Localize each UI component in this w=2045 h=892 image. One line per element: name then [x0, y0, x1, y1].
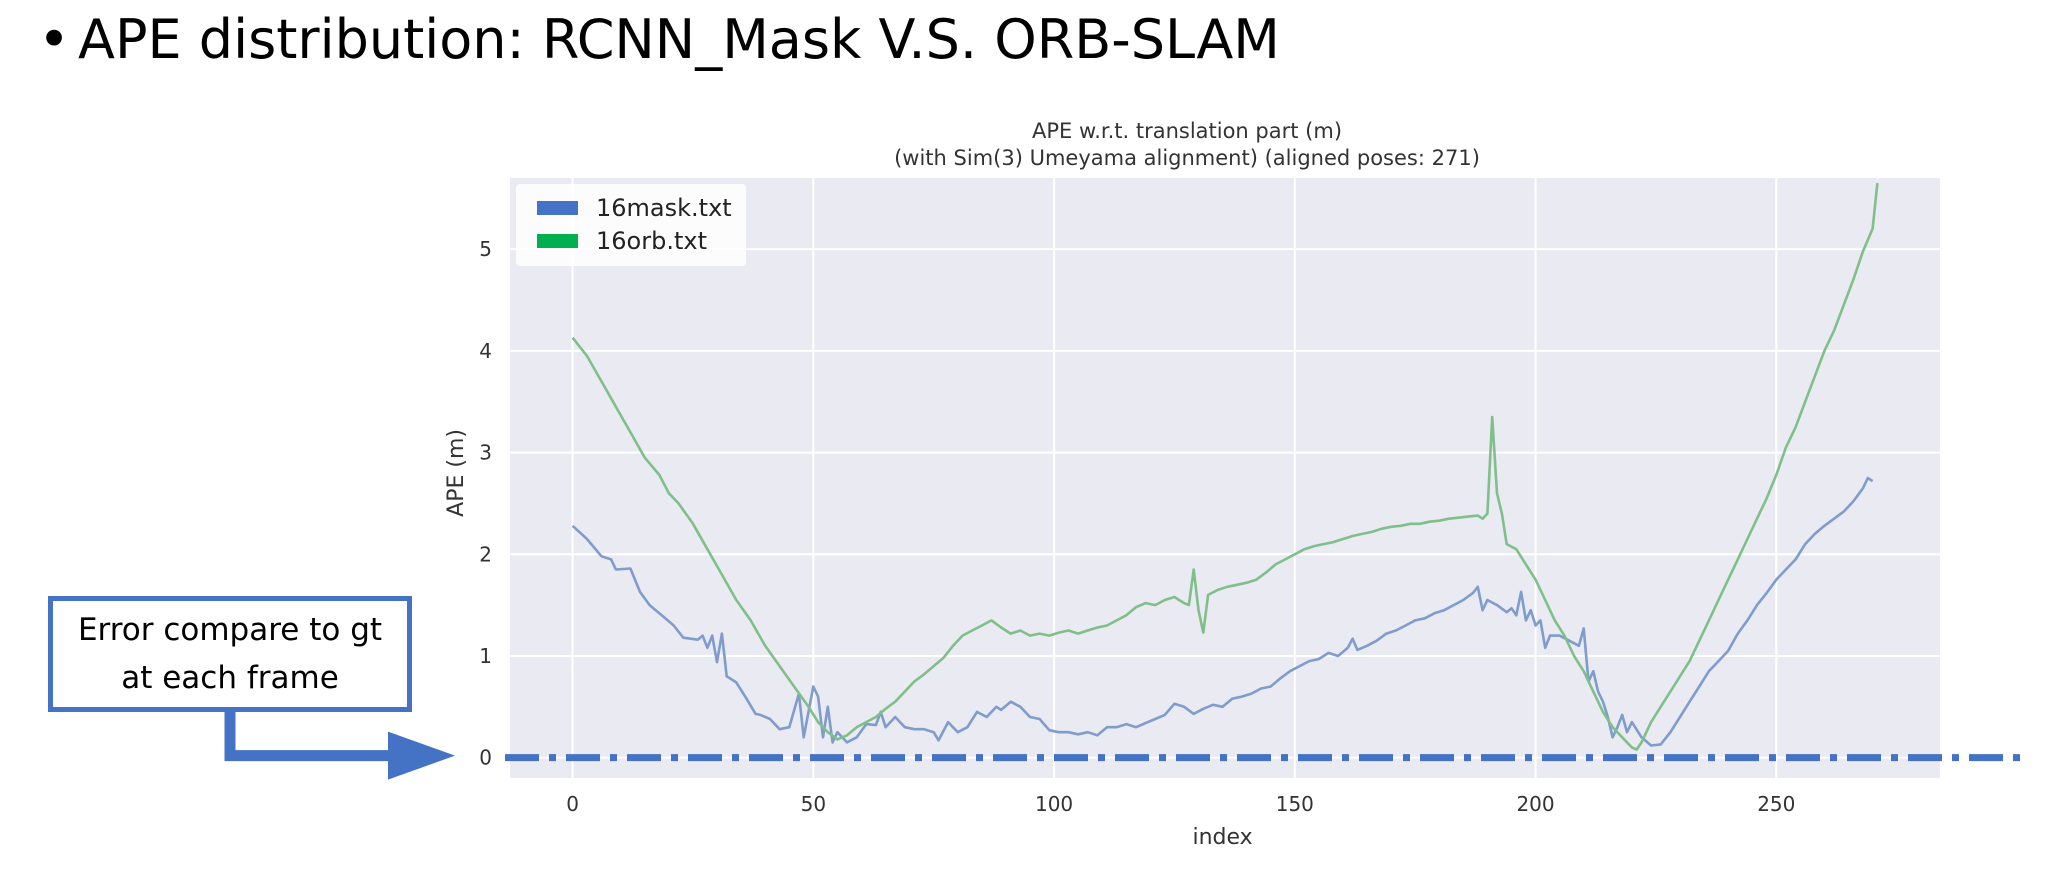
legend-label-1: 16orb.txt [596, 227, 707, 255]
y-tick-label-4: 4 [479, 339, 492, 363]
chart-subtitle: (with Sim(3) Umeyama alignment) (aligned… [894, 146, 1480, 170]
x-tick-label-0: 0 [566, 792, 579, 816]
x-axis-label: index [1192, 825, 1252, 850]
legend-swatch-0 [537, 201, 578, 215]
plot-area [510, 178, 1940, 778]
chart-title: APE w.r.t. translation part (m) [1032, 119, 1342, 143]
title-bullet: • [38, 8, 70, 71]
y-axis-label: APE (m) [444, 429, 469, 517]
x-tick-label-200: 200 [1516, 792, 1554, 816]
tick-labels: 0 50 100 150 200 250 0 1 2 3 4 5 [479, 237, 1795, 816]
legend-label-0: 16mask.txt [596, 194, 732, 222]
slide-title: • APE distribution: RCNN_Mask V.S. ORB-SL… [0, 8, 1280, 71]
series-line-16orb-txt [571, 182, 1879, 751]
callout-arrow [224, 712, 455, 780]
y-tick-label-2: 2 [479, 542, 492, 566]
callout-arrow-shaft [224, 712, 390, 762]
y-tick-label-5: 5 [479, 237, 492, 261]
y-tick-label-1: 1 [479, 644, 492, 668]
y-tick-label-3: 3 [479, 441, 492, 465]
callout-arrow-head [388, 731, 455, 780]
x-tick-label-50: 50 [801, 792, 826, 816]
x-tick-label-150: 150 [1276, 792, 1314, 816]
x-tick-label-100: 100 [1035, 792, 1073, 816]
callout-box: Error compare to gt at each frame [48, 596, 412, 712]
series-line-16mask-txt [571, 476, 1874, 747]
title-text: APE distribution: RCNN_Mask V.S. ORB-SLA… [78, 8, 1280, 71]
legend: 16mask.txt 16orb.txt [516, 184, 746, 266]
callout-text: Error compare to gt at each frame [77, 612, 383, 696]
x-tick-label-250: 250 [1757, 792, 1795, 816]
legend-swatch-1 [537, 234, 578, 248]
series-lines [571, 182, 1879, 751]
y-tick-label-0: 0 [479, 746, 492, 770]
